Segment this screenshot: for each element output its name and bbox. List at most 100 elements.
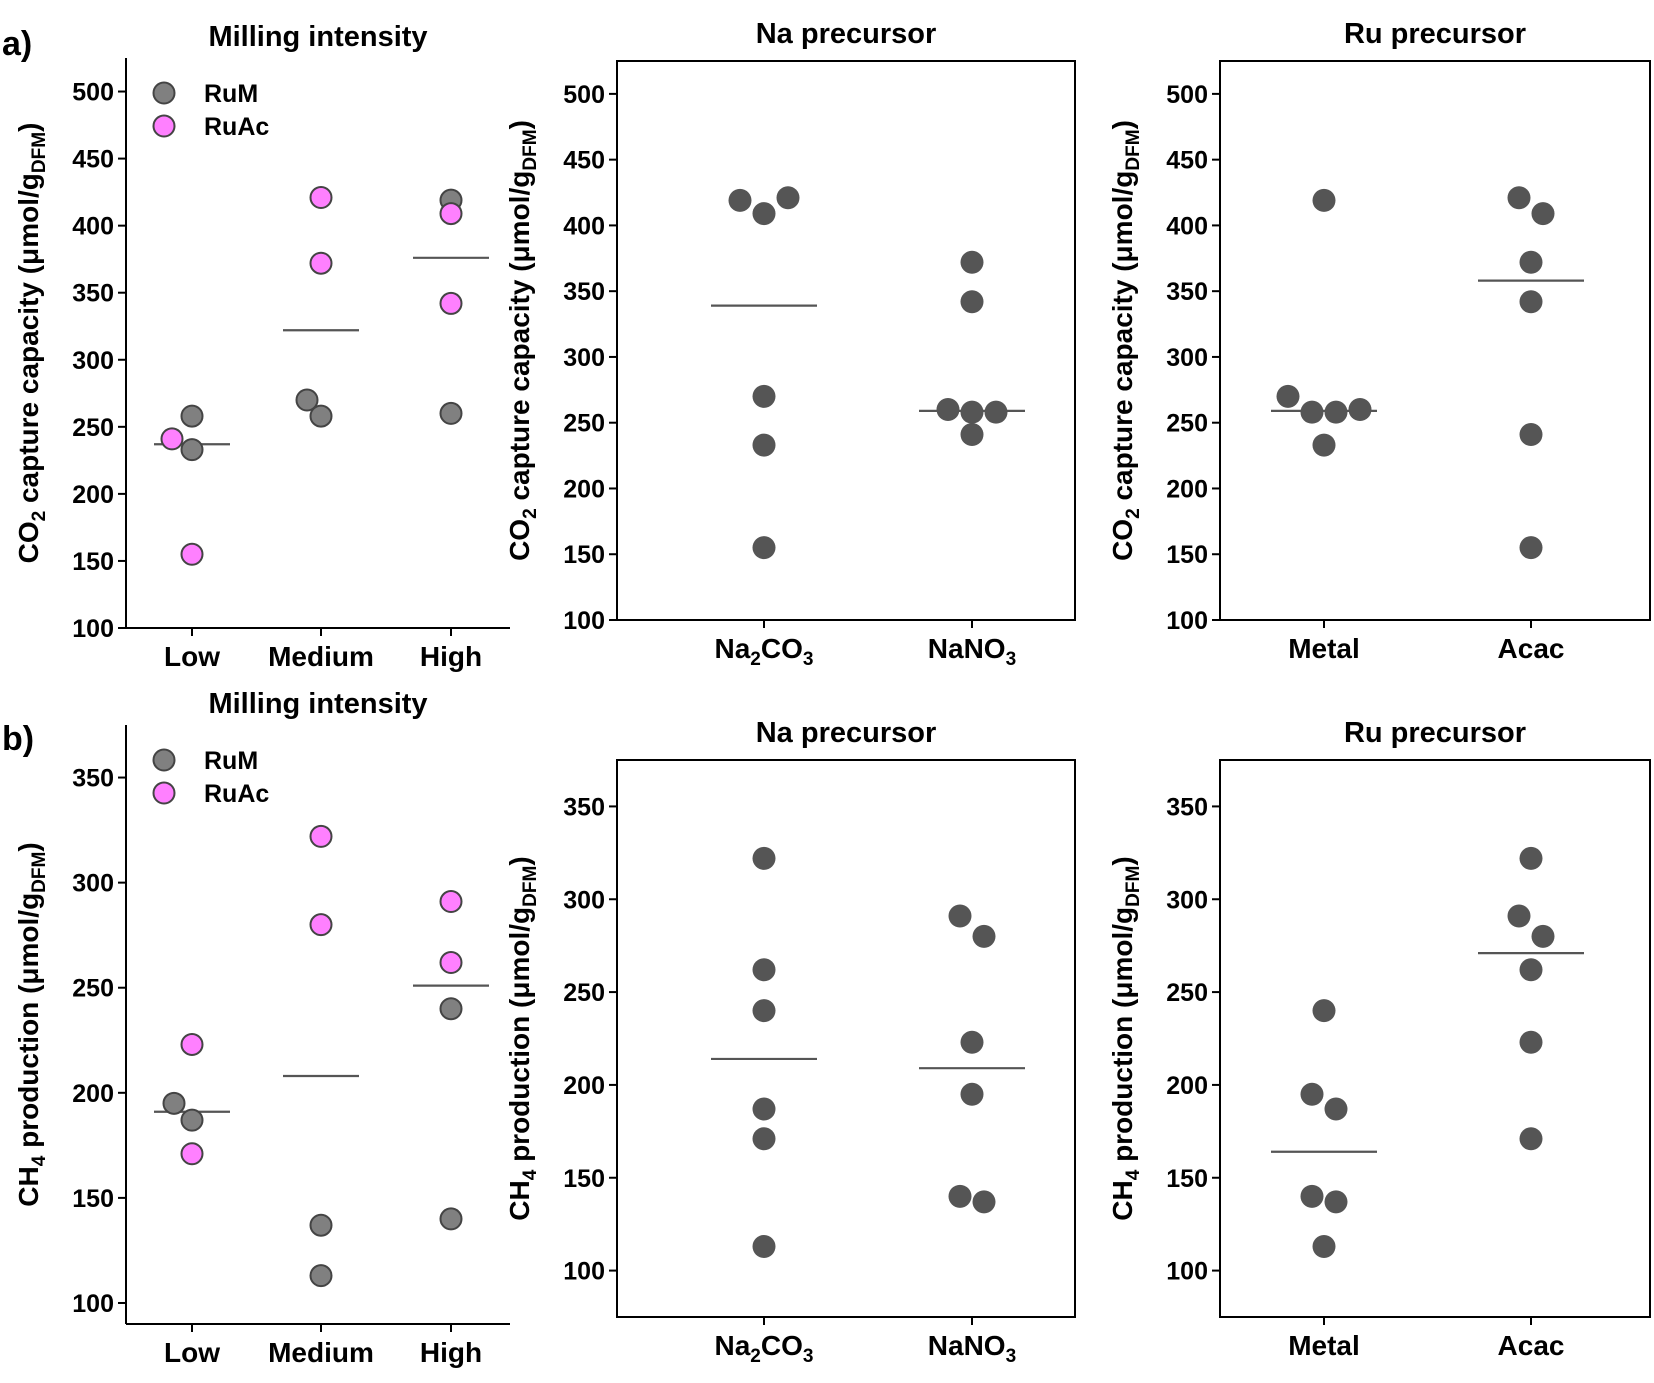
data-point (439, 1207, 463, 1231)
y-tick-label: 250 (1166, 410, 1208, 438)
data-point (752, 1097, 776, 1121)
data-point (960, 423, 984, 447)
y-tick-label: 100 (72, 1290, 114, 1318)
data-point (972, 1190, 996, 1214)
data-point (1312, 999, 1336, 1023)
data-point (1507, 186, 1531, 210)
data-point (728, 188, 752, 212)
data-point (1519, 536, 1543, 560)
x-label-part: Low (164, 641, 220, 672)
data-point (309, 1213, 333, 1237)
data-point (1300, 1082, 1324, 1106)
data-point (1324, 1190, 1348, 1214)
x-tick-label: Low (164, 1337, 220, 1368)
plot-frame (1219, 60, 1651, 621)
y-axis-label: CH4 production (μmol/gDFM) (1107, 856, 1144, 1220)
x-tick-label: Na2CO3 (715, 633, 814, 670)
y-tick-label: 200 (563, 475, 605, 503)
data-point (1300, 1184, 1324, 1208)
data-point (1519, 423, 1543, 447)
y-label-part: ) (504, 120, 535, 129)
y-tick-label: 150 (72, 1185, 114, 1213)
data-point (1324, 400, 1348, 424)
y-tick-label: 300 (563, 344, 605, 372)
x-tick-label: High (420, 1337, 482, 1368)
data-point (180, 1108, 204, 1132)
y-tick-label: 150 (1166, 1165, 1208, 1193)
x-tick-label: NaNO3 (928, 633, 1016, 670)
data-point (162, 1091, 186, 1115)
data-point (936, 398, 960, 422)
data-point (752, 958, 776, 982)
y-tick-label: 300 (1166, 886, 1208, 914)
y-label-part: ) (1107, 856, 1138, 865)
y-tick-label: 250 (563, 979, 605, 1007)
y-tick-label: 350 (72, 280, 114, 308)
y-tick-label: 300 (72, 347, 114, 375)
data-point (309, 185, 333, 209)
y-label-part: capture capacity (μmol/g (13, 173, 44, 511)
y-tick-label: 250 (72, 975, 114, 1003)
x-label-part: Medium (268, 1337, 374, 1368)
y-label-subscript: 2 (29, 511, 50, 522)
x-tick-label: Acac (1498, 633, 1565, 664)
y-label-part: CH (13, 1166, 44, 1206)
y-tick-label: 200 (72, 1080, 114, 1108)
data-point (948, 1184, 972, 1208)
x-tick-label: Metal (1288, 633, 1360, 664)
y-tick-label: 500 (563, 81, 605, 109)
plot-frame (1219, 759, 1651, 1318)
legend-label: RuAc (204, 113, 269, 141)
data-point (960, 1030, 984, 1054)
x-label-part: Na (715, 1330, 751, 1361)
chart-panel-6: Ru precursor 100 150 200 250 300 350 CH4 produc… (1107, 717, 1651, 1361)
data-point (309, 913, 333, 937)
x-label-part: Low (164, 1337, 220, 1368)
data-point (984, 400, 1008, 424)
data-point (309, 251, 333, 275)
y-tick-label: 100 (1166, 1258, 1208, 1286)
y-axis-label: CO2 capture capacity (μmol/gDFM) (504, 120, 541, 561)
data-point (180, 542, 204, 566)
y-tick-label: 150 (1166, 541, 1208, 569)
x-tick-label: Medium (268, 1337, 374, 1368)
data-point (309, 1264, 333, 1288)
y-label-part: ) (1107, 120, 1138, 129)
x-label-part: Medium (268, 641, 374, 672)
y-label-subscript: DFM (520, 866, 541, 907)
y-tick-label: 200 (563, 1072, 605, 1100)
y-tick-label: 300 (1166, 344, 1208, 372)
data-point (1507, 904, 1531, 928)
x-label-part: NaNO (928, 1330, 1006, 1361)
y-tick-label: 300 (72, 870, 114, 898)
data-point (180, 1142, 204, 1166)
data-point (752, 999, 776, 1023)
data-point (309, 404, 333, 428)
y-tick-label: 450 (563, 147, 605, 175)
y-label-subscript: 2 (1123, 508, 1144, 519)
y-axis-label: CO2 capture capacity (μmol/gDFM) (13, 123, 50, 564)
chart-panel-2: Na precursor 100 150 200 250 300 350 400 450 500 C… (504, 18, 1076, 670)
chart-title: Milling intensity (208, 21, 427, 53)
panel-label-b: b) (2, 720, 34, 758)
legend-marker (152, 114, 176, 138)
chart-panel-1: Milling intensity 100 150 200 250 300 350 400 45… (13, 21, 510, 672)
y-label-subscript: 4 (1123, 1169, 1144, 1180)
y-label-subscript: DFM (1123, 129, 1144, 170)
data-point (960, 250, 984, 274)
y-tick-label: 150 (563, 541, 605, 569)
data-point (752, 433, 776, 457)
y-label-part: production (μmol/g (13, 893, 44, 1156)
data-point (1531, 202, 1555, 226)
data-point (960, 290, 984, 314)
y-label-part: ) (13, 123, 44, 132)
plot-frame (616, 759, 1076, 1318)
panel-label-a: a) (2, 25, 32, 63)
chart-title: Ru precursor (1344, 717, 1526, 749)
y-label-part: CO (504, 519, 535, 561)
y-tick-label: 200 (1166, 1072, 1208, 1100)
legend-marker (152, 748, 176, 772)
y-label-subscript: 4 (29, 1155, 50, 1166)
data-point (180, 438, 204, 462)
x-label-subscript: 2 (750, 649, 761, 670)
